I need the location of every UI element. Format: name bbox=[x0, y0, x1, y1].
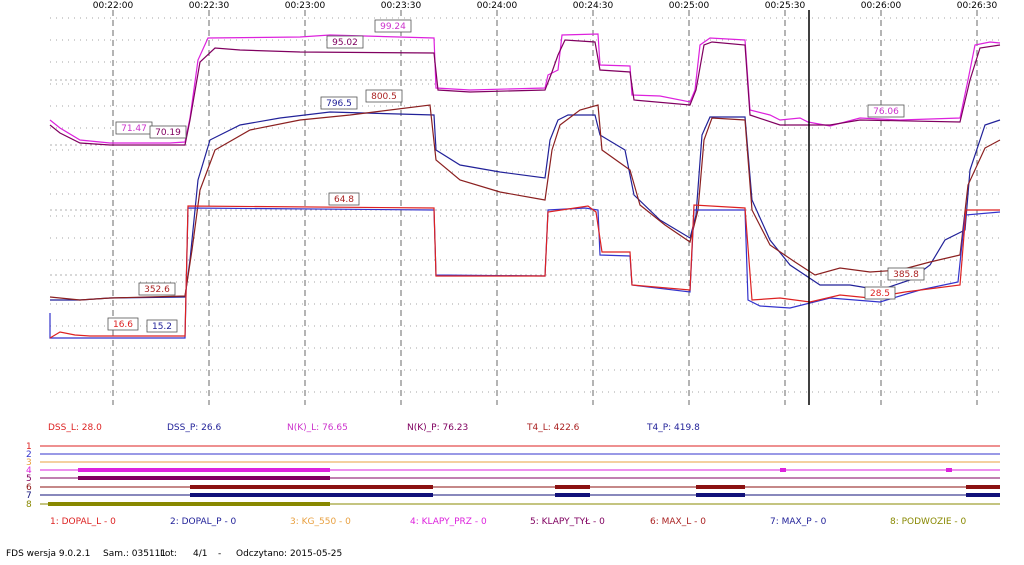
value-label-box bbox=[864, 286, 896, 300]
footer-lot-label: Lot: bbox=[160, 549, 177, 559]
readout: N(K)_L: 76.65 bbox=[287, 423, 348, 433]
value-label-box bbox=[320, 96, 358, 110]
value-label-box bbox=[138, 282, 176, 296]
binary-active-bar bbox=[780, 468, 786, 472]
value-labels: 99.24 95.02 796.5 800.5 71.47 70.19 76.06 64.8 3… bbox=[107, 19, 925, 333]
value-label-box bbox=[365, 89, 403, 103]
legend-item: 7: MAX_P - 0 bbox=[770, 517, 827, 527]
series-line bbox=[49, 204, 1000, 339]
value-label: 95.02 bbox=[332, 38, 358, 48]
legend-item: 3: KG_550 - 0 bbox=[290, 517, 351, 527]
time-tick-label: 00:23:00 bbox=[285, 1, 326, 11]
value-label: 15.2 bbox=[152, 322, 172, 332]
readout: N(K)_P: 76.23 bbox=[407, 423, 468, 433]
value-label: 385.8 bbox=[893, 270, 919, 280]
footer-lot-value: 4/1 bbox=[193, 549, 207, 559]
readout: T4_L: 422.6 bbox=[526, 423, 580, 433]
footer: FDS wersja 9.0.2.1 Sam.: 035111 Lot: 4/1… bbox=[6, 549, 342, 559]
readout: DSS_P: 26.6 bbox=[167, 423, 221, 433]
binary-active-bar bbox=[696, 493, 745, 497]
binary-active-bar bbox=[555, 485, 590, 489]
binary-active-bar bbox=[78, 476, 330, 480]
legend-item: 8: PODWOZIE - 0 bbox=[890, 517, 967, 527]
legend-item: 2: DOPAL_P - 0 bbox=[170, 517, 237, 527]
legend-item: 1: DOPAL_L - 0 bbox=[50, 517, 116, 527]
value-label: 70.19 bbox=[155, 128, 181, 138]
time-tick-label: 00:26:00 bbox=[861, 1, 902, 11]
binary-channel-number: 5 bbox=[26, 474, 32, 484]
value-label-box bbox=[107, 317, 139, 331]
value-label: 800.5 bbox=[371, 92, 397, 102]
binary-channel-number: 8 bbox=[26, 500, 32, 510]
time-tick-label: 00:24:30 bbox=[573, 1, 614, 11]
value-label: 352.6 bbox=[144, 285, 170, 295]
value-label-box bbox=[867, 104, 905, 118]
legend-item: 6: MAX_L - 0 bbox=[650, 517, 706, 527]
binary-active-bar bbox=[48, 502, 330, 506]
readout: T4_P: 419.8 bbox=[646, 423, 700, 433]
binary-channel-number: 6 bbox=[26, 483, 32, 493]
value-label: 28.5 bbox=[870, 289, 890, 299]
readouts-row: DSS_L: 28.0 DSS_P: 26.6 N(K)_L: 76.65 N(K)_… bbox=[48, 423, 700, 433]
legend-item: 5: KLAPY_TYŁ - 0 bbox=[530, 517, 605, 527]
binary-channel-number: 3 bbox=[26, 458, 32, 468]
binary-legend: 1: DOPAL_L - 0 2: DOPAL_P - 0 3: KG_550 - … bbox=[50, 517, 967, 527]
value-label: 76.06 bbox=[873, 107, 899, 117]
binary-active-bar bbox=[696, 485, 745, 489]
time-tick-label: 00:25:00 bbox=[669, 1, 710, 11]
value-label-box bbox=[887, 267, 925, 281]
series-line bbox=[49, 39, 1001, 146]
value-label: 71.47 bbox=[121, 124, 147, 134]
series-line bbox=[49, 104, 1001, 301]
value-label: 796.5 bbox=[326, 99, 352, 109]
binary-channel-number: 7 bbox=[26, 491, 32, 501]
time-axis: 00:22:00 00:22:30 00:23:00 00:23:30 00:24:00… bbox=[93, 1, 998, 11]
binary-channel-number: 1 bbox=[26, 442, 32, 452]
value-label-box bbox=[326, 35, 364, 49]
binary-active-bar bbox=[190, 493, 433, 497]
value-label-box bbox=[146, 319, 178, 333]
binary-active-bar bbox=[78, 468, 330, 472]
chart-grid bbox=[50, 10, 1000, 405]
readout: DSS_L: 28.0 bbox=[48, 423, 102, 433]
binary-channel-number: 2 bbox=[26, 450, 32, 460]
legend-item: 4: KLAPY_PRZ - 0 bbox=[410, 517, 487, 527]
binary-active-bar bbox=[946, 468, 952, 472]
time-tick-label: 00:22:00 bbox=[93, 1, 134, 11]
value-label-box bbox=[149, 125, 187, 139]
time-tick-label: 00:25:30 bbox=[765, 1, 806, 11]
binary-active-bar bbox=[966, 485, 1000, 489]
value-label: 99.24 bbox=[380, 22, 406, 32]
binary-active-bar bbox=[555, 493, 590, 497]
binary-channel-number: 4 bbox=[26, 466, 32, 476]
time-tick-label: 00:24:00 bbox=[477, 1, 518, 11]
binary-active-bar bbox=[966, 493, 1000, 497]
time-tick-label: 00:23:30 bbox=[381, 1, 422, 11]
footer-dash: - bbox=[218, 549, 221, 559]
value-label: 64.8 bbox=[334, 195, 354, 205]
footer-sam: Sam.: 035111 bbox=[103, 549, 166, 559]
value-label-box bbox=[328, 192, 360, 206]
value-label-box bbox=[374, 19, 412, 33]
time-tick-label: 00:22:30 bbox=[189, 1, 230, 11]
time-tick-label: 00:26:30 bbox=[957, 1, 998, 11]
value-label: 16.6 bbox=[113, 320, 133, 330]
footer-software: FDS wersja 9.0.2.1 bbox=[6, 549, 90, 559]
footer-read-date: Odczytano: 2015-05-25 bbox=[236, 549, 342, 559]
binary-active-bar bbox=[190, 485, 433, 489]
